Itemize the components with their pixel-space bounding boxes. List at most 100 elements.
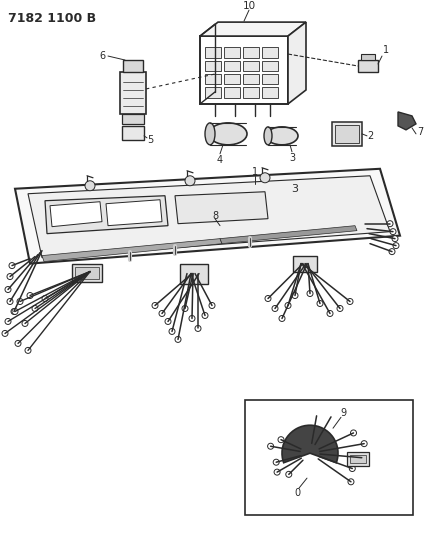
Bar <box>122 114 144 124</box>
Text: 5: 5 <box>147 135 153 145</box>
Text: 3: 3 <box>291 184 299 193</box>
Circle shape <box>12 309 18 314</box>
Circle shape <box>327 311 333 317</box>
Circle shape <box>159 311 165 317</box>
Polygon shape <box>45 196 168 233</box>
Bar <box>205 47 221 58</box>
Circle shape <box>7 273 13 279</box>
Text: 10: 10 <box>242 1 256 11</box>
Bar <box>245 400 413 515</box>
Circle shape <box>286 471 292 478</box>
Ellipse shape <box>209 123 247 145</box>
Text: 2: 2 <box>367 131 373 141</box>
Text: 1: 1 <box>383 45 389 55</box>
Circle shape <box>268 443 274 449</box>
Circle shape <box>274 469 280 475</box>
Circle shape <box>348 479 354 485</box>
Bar <box>262 61 278 71</box>
Circle shape <box>42 295 48 302</box>
Bar <box>123 60 143 72</box>
Circle shape <box>273 459 279 465</box>
Ellipse shape <box>264 127 272 145</box>
Bar <box>358 60 378 72</box>
Bar <box>180 264 208 284</box>
Bar <box>262 74 278 84</box>
Circle shape <box>185 176 195 186</box>
Circle shape <box>152 303 158 309</box>
Circle shape <box>2 330 8 336</box>
Bar <box>332 122 362 146</box>
Bar <box>262 47 278 58</box>
Circle shape <box>278 437 284 443</box>
Bar <box>224 47 240 58</box>
Bar <box>243 61 259 71</box>
Circle shape <box>17 298 23 304</box>
Bar <box>200 36 288 104</box>
Circle shape <box>361 441 367 447</box>
Bar <box>224 74 240 84</box>
Ellipse shape <box>205 123 215 145</box>
Circle shape <box>15 341 21 346</box>
Circle shape <box>209 303 215 309</box>
Circle shape <box>195 326 201 332</box>
Polygon shape <box>42 239 222 262</box>
Bar <box>293 256 317 272</box>
Polygon shape <box>15 169 400 264</box>
Text: 8: 8 <box>212 211 218 221</box>
Bar <box>243 47 259 58</box>
Circle shape <box>285 303 291 309</box>
Circle shape <box>392 236 398 241</box>
Circle shape <box>337 305 343 311</box>
Circle shape <box>393 243 399 248</box>
Circle shape <box>317 301 323 306</box>
Bar <box>205 87 221 98</box>
Circle shape <box>359 455 365 461</box>
Polygon shape <box>288 22 306 104</box>
Bar <box>122 126 144 140</box>
Polygon shape <box>50 201 102 227</box>
Circle shape <box>175 336 181 342</box>
Bar <box>361 54 375 60</box>
Circle shape <box>279 316 285 321</box>
Bar <box>75 266 99 279</box>
Text: 7182 1100 B: 7182 1100 B <box>8 12 96 25</box>
Circle shape <box>189 316 195 321</box>
Circle shape <box>85 181 95 191</box>
Circle shape <box>260 173 270 183</box>
Polygon shape <box>28 176 390 257</box>
Polygon shape <box>398 112 416 130</box>
Circle shape <box>389 248 395 255</box>
Bar <box>335 125 359 143</box>
Text: 0: 0 <box>294 488 300 498</box>
Circle shape <box>169 328 175 334</box>
Wedge shape <box>282 425 338 463</box>
Circle shape <box>5 287 11 293</box>
Circle shape <box>272 305 278 311</box>
Text: 1: 1 <box>252 167 258 177</box>
Circle shape <box>9 263 15 269</box>
Bar <box>72 264 102 281</box>
Circle shape <box>265 295 271 302</box>
Bar <box>347 452 369 466</box>
Circle shape <box>32 305 38 311</box>
Circle shape <box>25 348 31 353</box>
Circle shape <box>22 320 28 326</box>
Circle shape <box>349 465 355 472</box>
Text: 7: 7 <box>417 127 423 137</box>
Circle shape <box>387 221 393 227</box>
Text: 4: 4 <box>217 155 223 165</box>
Circle shape <box>7 298 13 304</box>
Polygon shape <box>106 200 162 225</box>
Bar <box>243 74 259 84</box>
Polygon shape <box>200 22 306 36</box>
Ellipse shape <box>266 127 298 145</box>
Circle shape <box>165 318 171 325</box>
Bar <box>262 87 278 98</box>
Circle shape <box>182 305 188 311</box>
Bar <box>205 74 221 84</box>
Circle shape <box>11 309 17 314</box>
Bar <box>205 61 221 71</box>
Circle shape <box>307 290 313 296</box>
Polygon shape <box>175 192 268 224</box>
Circle shape <box>202 312 208 318</box>
